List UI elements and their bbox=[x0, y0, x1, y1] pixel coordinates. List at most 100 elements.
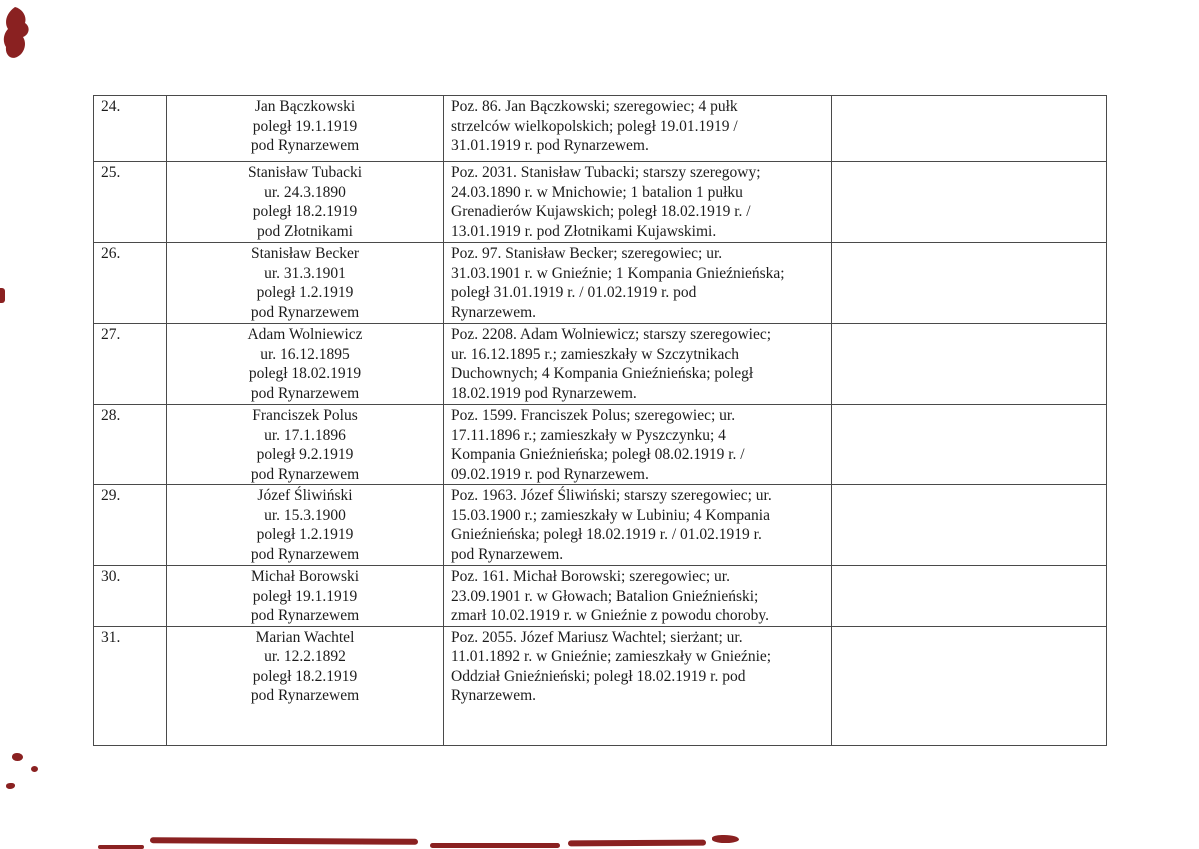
scan-artifact-bottom-left-speck bbox=[12, 753, 23, 761]
row-number: 26. bbox=[101, 245, 121, 262]
description-line: 31.03.1901 r. w Gnieźnie; 1 Kompania Gni… bbox=[451, 264, 785, 282]
person-line: Adam Wolniewicz bbox=[247, 326, 363, 343]
table-row: 25. Stanisław Tubacki ur. 24.3.1890 poległ … bbox=[93, 161, 1107, 243]
description-line: 17.11.1896 r.; zamieszkały w Pyszczynku;… bbox=[451, 426, 726, 444]
row-number-cell: 26. bbox=[93, 242, 167, 324]
description-line: Poz. 161. Michał Borowski; szeregowiec; … bbox=[451, 568, 730, 585]
row-number-cell: 30. bbox=[93, 565, 167, 627]
description-line: Poz. 2031. Stanisław Tubacki; starszy sz… bbox=[451, 164, 761, 181]
person-line: poległ 1.2.1919 bbox=[256, 526, 354, 543]
row-number: 27. bbox=[101, 326, 121, 343]
description-line: pod Rynarzewem. bbox=[451, 545, 564, 563]
description-line: 24.03.1890 r. w Mnichowie; 1 batalion 1 … bbox=[451, 183, 743, 201]
person-cell: Stanisław Becker ur. 31.3.1901 poległ 1.2.… bbox=[166, 242, 444, 324]
person-line: ur. 17.1.1896 bbox=[264, 426, 346, 444]
notes-cell bbox=[831, 323, 1107, 405]
person-cell: Józef Śliwiński ur. 15.3.1900 poległ 1.2.1… bbox=[166, 484, 444, 566]
description-line: Poz. 2208. Adam Wolniewicz; starszy szer… bbox=[451, 326, 772, 343]
table-row: 26. Stanisław Becker ur. 31.3.1901 poległ 1… bbox=[93, 242, 1107, 324]
table-row: 27. Adam Wolniewicz ur. 16.12.1895 poległ 1… bbox=[93, 323, 1107, 405]
description-line: 13.01.1919 r. pod Złotnikami Kujawskimi. bbox=[451, 222, 717, 240]
row-number-cell: 31. bbox=[93, 625, 167, 746]
person-line: poległ 18.02.1919 bbox=[248, 365, 362, 382]
person-line: pod Rynarzewem bbox=[250, 545, 360, 563]
description-cell: Poz. 1599. Franciszek Polus; szeregowiec… bbox=[443, 404, 832, 485]
description-line: Poz. 97. Stanisław Becker; szeregowiec; … bbox=[451, 245, 723, 262]
notes-cell bbox=[831, 625, 1107, 746]
description-line: Rynarzewem. bbox=[451, 687, 537, 704]
table-row: 28. Franciszek Polus ur. 17.1.1896 poległ 9… bbox=[93, 404, 1107, 485]
description-line: Rynarzewem. bbox=[451, 303, 537, 321]
person-line: poległ 19.1.1919 bbox=[252, 587, 358, 605]
person-cell: Franciszek Polus ur. 17.1.1896 poległ 9.2.… bbox=[166, 404, 444, 485]
person-line: ur. 24.3.1890 bbox=[264, 183, 346, 201]
description-cell: Poz. 2208. Adam Wolniewicz; starszy szer… bbox=[443, 323, 832, 405]
scan-artifact-bottom-streak bbox=[149, 837, 419, 845]
scan-artifact-bottom-streak bbox=[567, 839, 707, 847]
description-line: zmarł 10.02.1919 r. w Gnieźnie z powodu … bbox=[451, 607, 769, 624]
table-row: 30. Michał Borowski poległ 19.1.1919 pod Ry… bbox=[93, 565, 1107, 627]
row-number: 31. bbox=[101, 628, 121, 646]
description-cell: Poz. 2031. Stanisław Tubacki; starszy sz… bbox=[443, 161, 832, 243]
person-line: ur. 31.3.1901 bbox=[264, 264, 346, 282]
row-number-cell: 24. bbox=[93, 95, 167, 162]
table-row: 31. Marian Wachtel ur. 12.2.1892 poległ 18.… bbox=[93, 625, 1107, 746]
row-number: 29. bbox=[101, 487, 121, 504]
row-number-cell: 29. bbox=[93, 484, 167, 566]
description-line: Poz. 1963. Józef Śliwiński; starszy szer… bbox=[451, 487, 772, 504]
description-line: ur. 16.12.1895 r.; zamieszkały w Szczytn… bbox=[451, 345, 739, 363]
description-line: Poz. 1599. Franciszek Polus; szeregowiec… bbox=[451, 407, 736, 424]
scan-artifact-left-edge-speck bbox=[0, 288, 5, 303]
description-line: Kompania Gnieźnieńska; poległ 08.02.1919… bbox=[451, 446, 745, 463]
description-cell: Poz. 1963. Józef Śliwiński; starszy szer… bbox=[443, 484, 832, 566]
person-line: pod Rynarzewem bbox=[250, 137, 360, 154]
person-line: pod Rynarzewem bbox=[250, 384, 360, 402]
person-line: poległ 18.2.1919 bbox=[252, 667, 358, 685]
person-cell: Jan Bączkowski poległ 19.1.1919 pod Rynarz… bbox=[166, 95, 444, 162]
description-line: Oddział Gnieźnieński; poległ 18.02.1919 … bbox=[451, 667, 746, 685]
person-line: Franciszek Polus bbox=[252, 407, 358, 424]
person-line: poległ 19.1.1919 bbox=[252, 117, 358, 135]
person-line: Stanisław Becker bbox=[250, 245, 360, 262]
description-line: Poz. 86. Jan Bączkowski; szeregowiec; 4 … bbox=[451, 98, 738, 115]
scan-artifact-bottom-left-speck bbox=[6, 783, 15, 789]
row-number: 30. bbox=[101, 568, 121, 585]
person-line: pod Rynarzewem bbox=[250, 303, 360, 321]
row-number: 25. bbox=[101, 164, 121, 181]
notes-cell bbox=[831, 161, 1107, 243]
description-line: 11.01.1892 r. w Gnieźnie; zamieszkały w … bbox=[451, 648, 772, 665]
description-cell: Poz. 2055. Józef Mariusz Wachtel; sierża… bbox=[443, 625, 832, 746]
description-line: 15.03.1900 r.; zamieszkały w Lubiniu; 4 … bbox=[451, 506, 770, 524]
row-number-cell: 27. bbox=[93, 323, 167, 405]
person-cell: Stanisław Tubacki ur. 24.3.1890 poległ 18.… bbox=[166, 161, 444, 243]
person-line: Stanisław Tubacki bbox=[247, 164, 363, 181]
description-line: 18.02.1919 pod Rynarzewem. bbox=[451, 384, 637, 402]
description-cell: Poz. 161. Michał Borowski; szeregowiec; … bbox=[443, 565, 832, 627]
person-line: ur. 15.3.1900 bbox=[264, 506, 346, 524]
scan-artifact-bottom-streak bbox=[712, 835, 739, 843]
notes-cell bbox=[831, 404, 1107, 485]
person-line: Michał Borowski bbox=[250, 568, 360, 585]
person-line: Jan Bączkowski bbox=[254, 98, 356, 115]
description-line: 23.09.1901 r. w Głowach; Batalion Gnieźn… bbox=[451, 587, 759, 605]
row-number-cell: 25. bbox=[93, 161, 167, 243]
description-line: strzelców wielkopolskich; poległ 19.01.1… bbox=[451, 117, 738, 135]
roster-table-body: 24. Jan Bączkowski poległ 19.1.1919 pod Ryn… bbox=[93, 95, 1107, 746]
notes-cell bbox=[831, 484, 1107, 566]
description-line: Poz. 2055. Józef Mariusz Wachtel; sierża… bbox=[451, 628, 743, 646]
person-line: ur. 12.2.1892 bbox=[264, 648, 346, 665]
scan-artifact-bottom-streak bbox=[98, 845, 144, 849]
scan-artifact-bottom-streak bbox=[430, 843, 560, 848]
description-line: Grenadierów Kujawskich; poległ 18.02.191… bbox=[451, 203, 751, 220]
person-cell: Adam Wolniewicz ur. 16.12.1895 poległ 18.0… bbox=[166, 323, 444, 405]
scan-artifact-bottom-left-speck bbox=[31, 766, 38, 772]
notes-cell bbox=[831, 242, 1107, 324]
table-row: 29. Józef Śliwiński ur. 15.3.1900 poległ 1.… bbox=[93, 484, 1107, 566]
table-row: 24. Jan Bączkowski poległ 19.1.1919 pod Ryn… bbox=[93, 95, 1107, 162]
person-line: poległ 1.2.1919 bbox=[256, 284, 354, 301]
description-line: Duchownych; 4 Kompania Gnieźnieńska; pol… bbox=[451, 365, 754, 382]
person-cell: Marian Wachtel ur. 12.2.1892 poległ 18.2.1… bbox=[166, 625, 444, 746]
person-line: pod Rynarzewem bbox=[250, 607, 360, 624]
person-line: pod Rynarzewem bbox=[250, 687, 360, 704]
